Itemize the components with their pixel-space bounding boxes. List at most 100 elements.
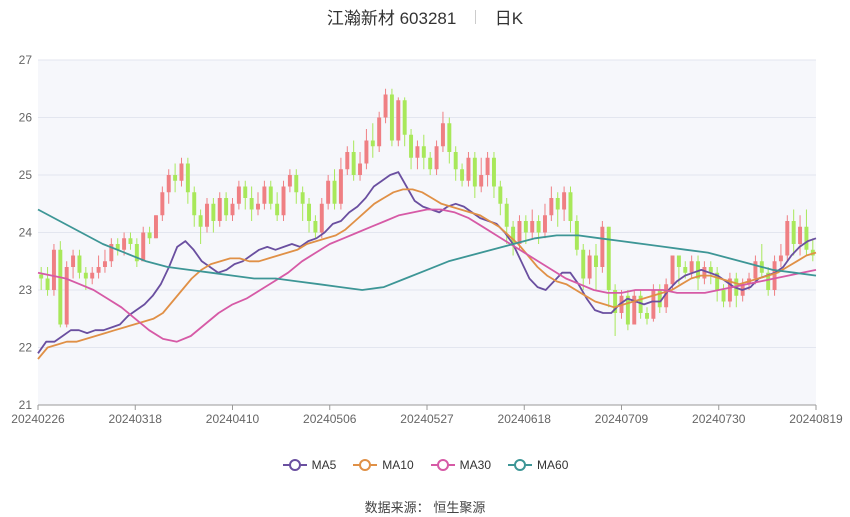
candle[interactable] <box>664 278 669 314</box>
candle[interactable] <box>383 88 388 124</box>
candle[interactable] <box>338 157 343 210</box>
candle[interactable] <box>727 272 732 308</box>
candle[interactable] <box>389 88 394 147</box>
candle[interactable] <box>313 215 318 239</box>
legend-item-ma60[interactable]: MA60 <box>507 458 568 472</box>
candle[interactable] <box>224 192 229 221</box>
candle[interactable] <box>326 175 331 210</box>
candle[interactable] <box>377 111 382 152</box>
candle[interactable] <box>447 117 452 164</box>
candle[interactable] <box>721 284 726 308</box>
candle[interactable] <box>542 203 547 239</box>
candle[interactable] <box>772 255 777 296</box>
candle[interactable] <box>466 152 471 187</box>
candle[interactable] <box>90 267 95 285</box>
candle[interactable] <box>211 198 216 233</box>
candle[interactable] <box>160 186 165 222</box>
candle[interactable] <box>523 215 528 244</box>
candle[interactable] <box>358 152 363 181</box>
candle[interactable] <box>115 238 120 256</box>
candle[interactable] <box>562 186 567 222</box>
candle[interactable] <box>134 238 139 267</box>
candle[interactable] <box>479 157 484 193</box>
candle[interactable] <box>791 209 796 256</box>
candle[interactable] <box>498 180 503 216</box>
candle[interactable] <box>230 198 235 221</box>
candle[interactable] <box>39 267 44 290</box>
candle[interactable] <box>798 215 803 256</box>
candle[interactable] <box>179 157 184 187</box>
candle[interactable] <box>638 290 643 319</box>
candle[interactable] <box>58 241 63 328</box>
candle[interactable] <box>472 152 477 198</box>
candle[interactable] <box>460 163 465 187</box>
candle[interactable] <box>402 97 407 147</box>
candle[interactable] <box>102 249 107 273</box>
candle[interactable] <box>192 186 197 227</box>
legend-item-ma10[interactable]: MA10 <box>352 458 414 472</box>
candle[interactable] <box>702 261 707 285</box>
candle[interactable] <box>268 180 273 210</box>
period-label[interactable]: 日K <box>494 9 524 28</box>
candle[interactable] <box>778 244 783 267</box>
candle[interactable] <box>536 215 541 244</box>
candle[interactable] <box>645 307 649 325</box>
candle[interactable] <box>205 198 209 233</box>
candle[interactable] <box>364 129 369 170</box>
candle[interactable] <box>568 186 573 233</box>
candle[interactable] <box>581 244 586 290</box>
candle[interactable] <box>166 169 171 204</box>
candle[interactable] <box>173 163 178 193</box>
candle[interactable] <box>396 97 401 147</box>
candle[interactable] <box>804 209 809 256</box>
candle[interactable] <box>236 180 241 210</box>
candle[interactable] <box>332 169 337 210</box>
candle[interactable] <box>625 290 630 331</box>
candle[interactable] <box>696 255 701 291</box>
candle[interactable] <box>594 244 598 290</box>
candle[interactable] <box>600 221 605 273</box>
candle[interactable] <box>491 152 496 198</box>
candle[interactable] <box>287 169 292 193</box>
candle[interactable] <box>530 209 535 239</box>
legend-item-ma30[interactable]: MA30 <box>430 458 491 472</box>
candle[interactable] <box>689 255 694 279</box>
candle[interactable] <box>275 192 280 221</box>
candle[interactable] <box>440 111 445 152</box>
candle[interactable] <box>198 209 203 245</box>
candle[interactable] <box>409 129 414 170</box>
candle[interactable] <box>434 140 439 176</box>
candle[interactable] <box>453 146 458 181</box>
candle[interactable] <box>256 192 260 216</box>
candle[interactable] <box>485 152 490 187</box>
candle[interactable] <box>147 226 152 244</box>
candle[interactable] <box>632 290 637 325</box>
candle[interactable] <box>64 261 69 328</box>
candle[interactable] <box>243 180 248 210</box>
candle[interactable] <box>587 249 592 285</box>
candle[interactable] <box>785 215 790 262</box>
candle[interactable] <box>555 192 560 227</box>
candle[interactable] <box>294 169 299 204</box>
candle[interactable] <box>45 267 50 296</box>
candle[interactable] <box>128 232 133 250</box>
candle[interactable] <box>415 140 420 170</box>
candle[interactable] <box>766 267 771 296</box>
candle[interactable] <box>670 255 675 291</box>
candle[interactable] <box>715 267 720 302</box>
candle[interactable] <box>657 284 662 313</box>
candle[interactable] <box>262 180 267 210</box>
candle[interactable] <box>351 140 356 181</box>
candle[interactable] <box>77 249 82 279</box>
candle[interactable] <box>345 146 350 175</box>
candle[interactable] <box>153 215 158 239</box>
candle[interactable] <box>428 152 433 175</box>
candle[interactable] <box>141 226 146 262</box>
candle[interactable] <box>370 123 375 158</box>
candle[interactable] <box>300 186 305 222</box>
candle[interactable] <box>51 244 56 296</box>
candle[interactable] <box>549 186 554 222</box>
candle[interactable] <box>281 180 286 221</box>
candle[interactable] <box>71 249 76 279</box>
candle[interactable] <box>185 157 190 204</box>
